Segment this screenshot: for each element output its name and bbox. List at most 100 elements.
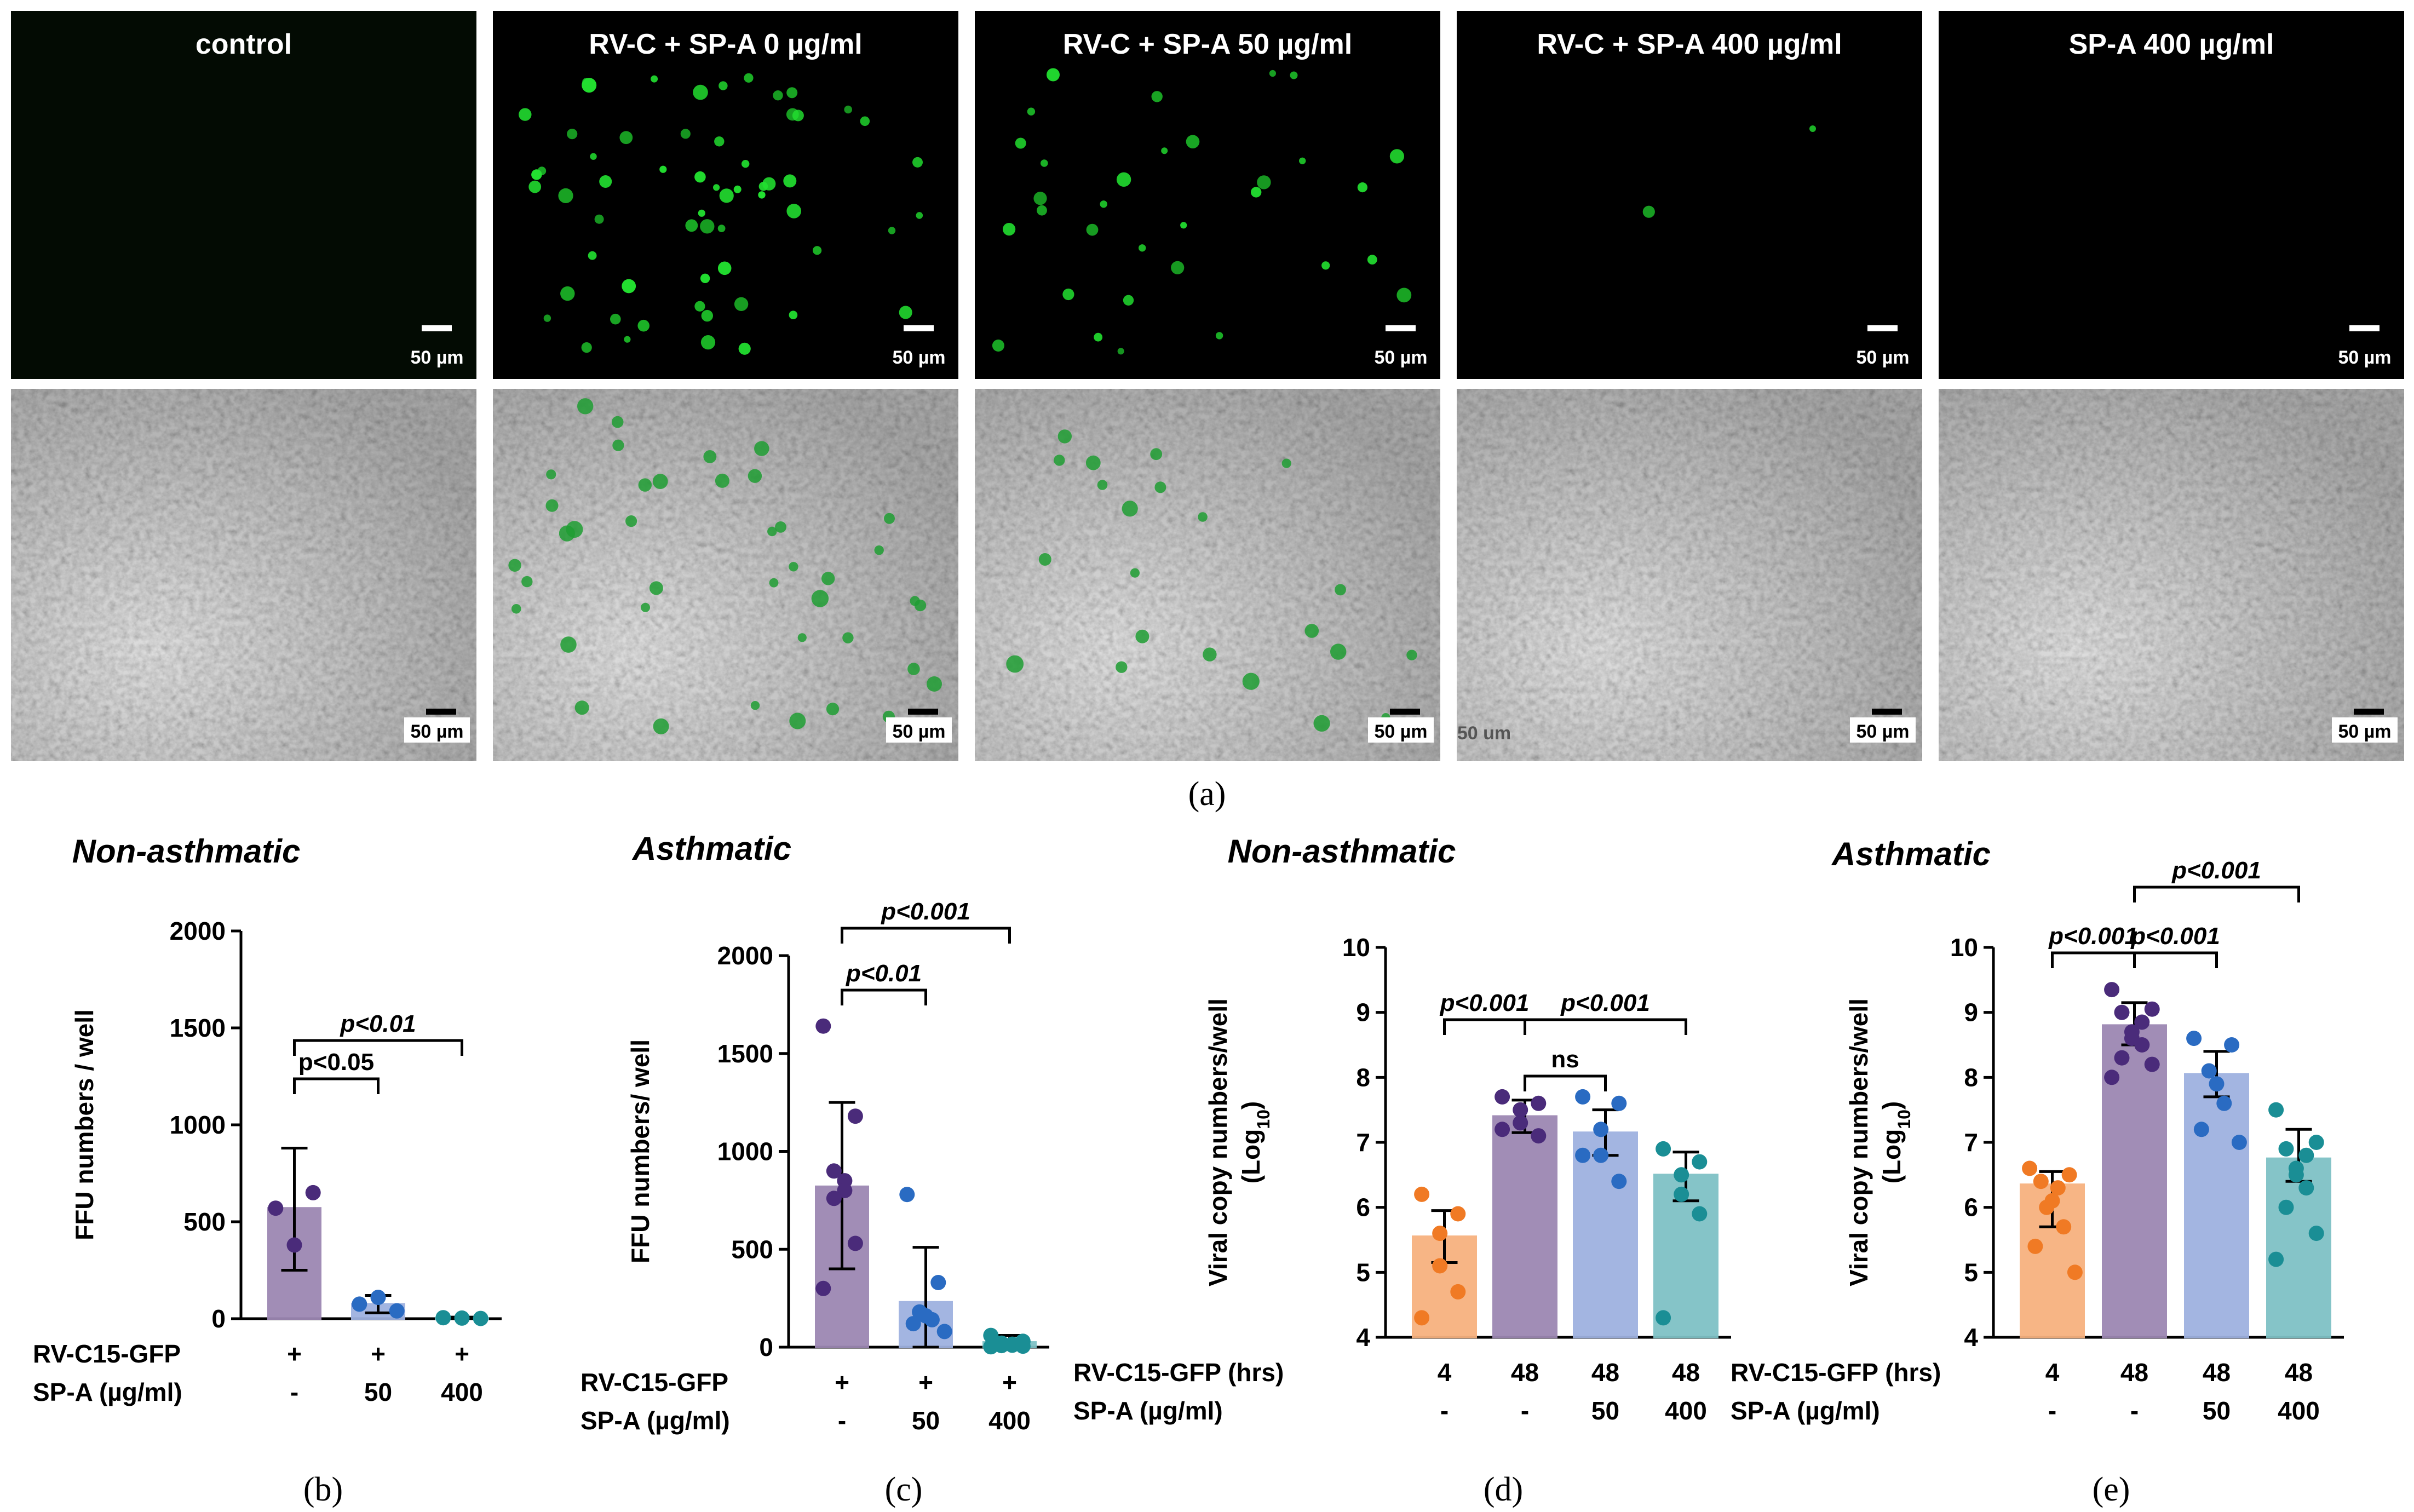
significance-bracket [2051, 951, 2136, 968]
infected-cell-dot [1117, 348, 1124, 355]
y-tick-label: 8 [1964, 1063, 1978, 1091]
infected-cell-dot [826, 703, 840, 716]
data-point [2186, 1031, 2202, 1047]
p-value-label: p<0.001 [2130, 923, 2220, 950]
condition-value: - [838, 1406, 846, 1435]
data-point [2050, 1180, 2066, 1196]
chart-title: Non-asthmatic [72, 833, 301, 870]
data-point [2231, 1135, 2247, 1150]
data-point [1513, 1115, 1528, 1131]
scale-bar-label: 50 µm [892, 347, 945, 368]
panel-label: (d) [1484, 1471, 1523, 1508]
scale-bar-label: 50 µm [1856, 721, 1909, 742]
infected-cell-dot [811, 590, 829, 607]
data-point [2278, 1199, 2294, 1215]
infected-cell-dot [786, 87, 798, 99]
y-tick-label: 4 [1356, 1323, 1370, 1352]
condition-value: + [918, 1368, 933, 1396]
infected-cell-dot [1151, 91, 1163, 102]
fluorescence-background [1939, 11, 2404, 379]
infected-cell-dot [773, 90, 783, 101]
data-point [2027, 1238, 2043, 1254]
condition-value: 50 [912, 1406, 940, 1435]
brightfield-shading [975, 389, 1440, 761]
data-point [1531, 1128, 1547, 1144]
condition-value: + [455, 1339, 469, 1368]
condition-value: 4 [1438, 1358, 1452, 1387]
infected-cell-dot [560, 636, 577, 653]
data-point [2308, 1135, 2324, 1150]
condition-value: 400 [1665, 1396, 1707, 1425]
infected-cell-dot [767, 526, 777, 537]
condition-value: - [1521, 1396, 1529, 1425]
y-tick-label: 1000 [170, 1111, 226, 1139]
data-point [435, 1310, 451, 1326]
infected-cell-dot [916, 212, 923, 219]
y-axis-unit: (Log10) [1237, 1101, 1273, 1184]
data-point [268, 1200, 284, 1216]
infected-cell-dot [521, 576, 533, 588]
micrograph-title: RV-C + SP-A 0 µg/ml [589, 28, 863, 60]
infected-cell-dot [754, 441, 769, 456]
y-tick-label: 500 [731, 1235, 773, 1263]
significance-bracket [841, 927, 1011, 944]
infected-cell-dot [733, 185, 742, 193]
data-point [389, 1303, 405, 1319]
infected-cell-dot [789, 712, 806, 729]
data-point [2067, 1264, 2083, 1280]
y-axis-label: Viral copy numbers/well [1204, 998, 1232, 1286]
infected-cell-dot [742, 160, 750, 168]
infected-cell-dot [719, 81, 728, 90]
p-value-label: p<0.001 [881, 898, 970, 925]
brightfield-image: 50 µm [1939, 389, 2404, 761]
data-point [2298, 1147, 2314, 1163]
condition-label: SP-A (µg/ml) [1731, 1396, 1880, 1425]
data-point [2308, 1226, 2324, 1241]
condition-label: RV-C15-GFP (hrs) [1073, 1358, 1284, 1387]
data-point [1692, 1206, 1708, 1222]
condition-label: SP-A (µg/ml) [580, 1406, 730, 1435]
infected-cell-dot [844, 105, 852, 114]
fluorescence-image: RV-C + SP-A 50 µg/ml 50 µm [975, 11, 1440, 379]
y-tick-label: 7 [1964, 1128, 1978, 1157]
infected-cell-dot [1281, 458, 1291, 468]
p-value-label: ns [1551, 1046, 1579, 1073]
panel-label: (c) [885, 1471, 923, 1508]
infected-cell-dot [758, 191, 766, 199]
infected-cell-dot [700, 273, 710, 283]
bar [1573, 1131, 1638, 1338]
scale-bar-label: 50 µm [2338, 347, 2391, 368]
data-point [286, 1237, 302, 1253]
infected-cell-dot [653, 718, 669, 734]
p-value-label: p<0.001 [1560, 990, 1650, 1016]
infected-cell-dot [1242, 672, 1260, 690]
p-value-label: p<0.05 [298, 1049, 374, 1076]
y-tick-label: 9 [1964, 998, 1978, 1027]
infected-cell-dot [680, 129, 691, 139]
data-point [1575, 1089, 1591, 1105]
data-point [847, 1108, 863, 1124]
data-point [1593, 1122, 1609, 1137]
condition-label: RV-C15-GFP (hrs) [1731, 1358, 1941, 1387]
y-axis-unit: (Log10) [1877, 1101, 1914, 1184]
fluorescence-background [1457, 11, 1922, 379]
panel-label: (b) [303, 1471, 343, 1508]
scale-bar-label: 50 µm [2338, 721, 2391, 742]
infected-cell-dot [694, 301, 705, 312]
infected-cell-dot [1396, 288, 1412, 303]
scale-bar-label: 50 µm [1856, 347, 1909, 368]
data-point [1656, 1141, 1671, 1157]
condition-value: 48 [2203, 1358, 2231, 1387]
bar [1492, 1115, 1557, 1338]
data-point [924, 1312, 940, 1327]
infected-cell-dot [715, 473, 729, 488]
scale-label-box [2332, 717, 2398, 743]
chart-title: Asthmatic [1831, 836, 1991, 872]
infected-cell-dot [582, 78, 590, 85]
fluorescence-image: RV-C + SP-A 400 µg/ml 50 µm [1457, 11, 1922, 379]
infected-cell-dot [1037, 205, 1047, 216]
data-point [1611, 1174, 1627, 1189]
condition-value: 48 [1511, 1358, 1539, 1387]
infected-cell-dot [531, 169, 542, 180]
infected-cell-dot [762, 177, 776, 191]
